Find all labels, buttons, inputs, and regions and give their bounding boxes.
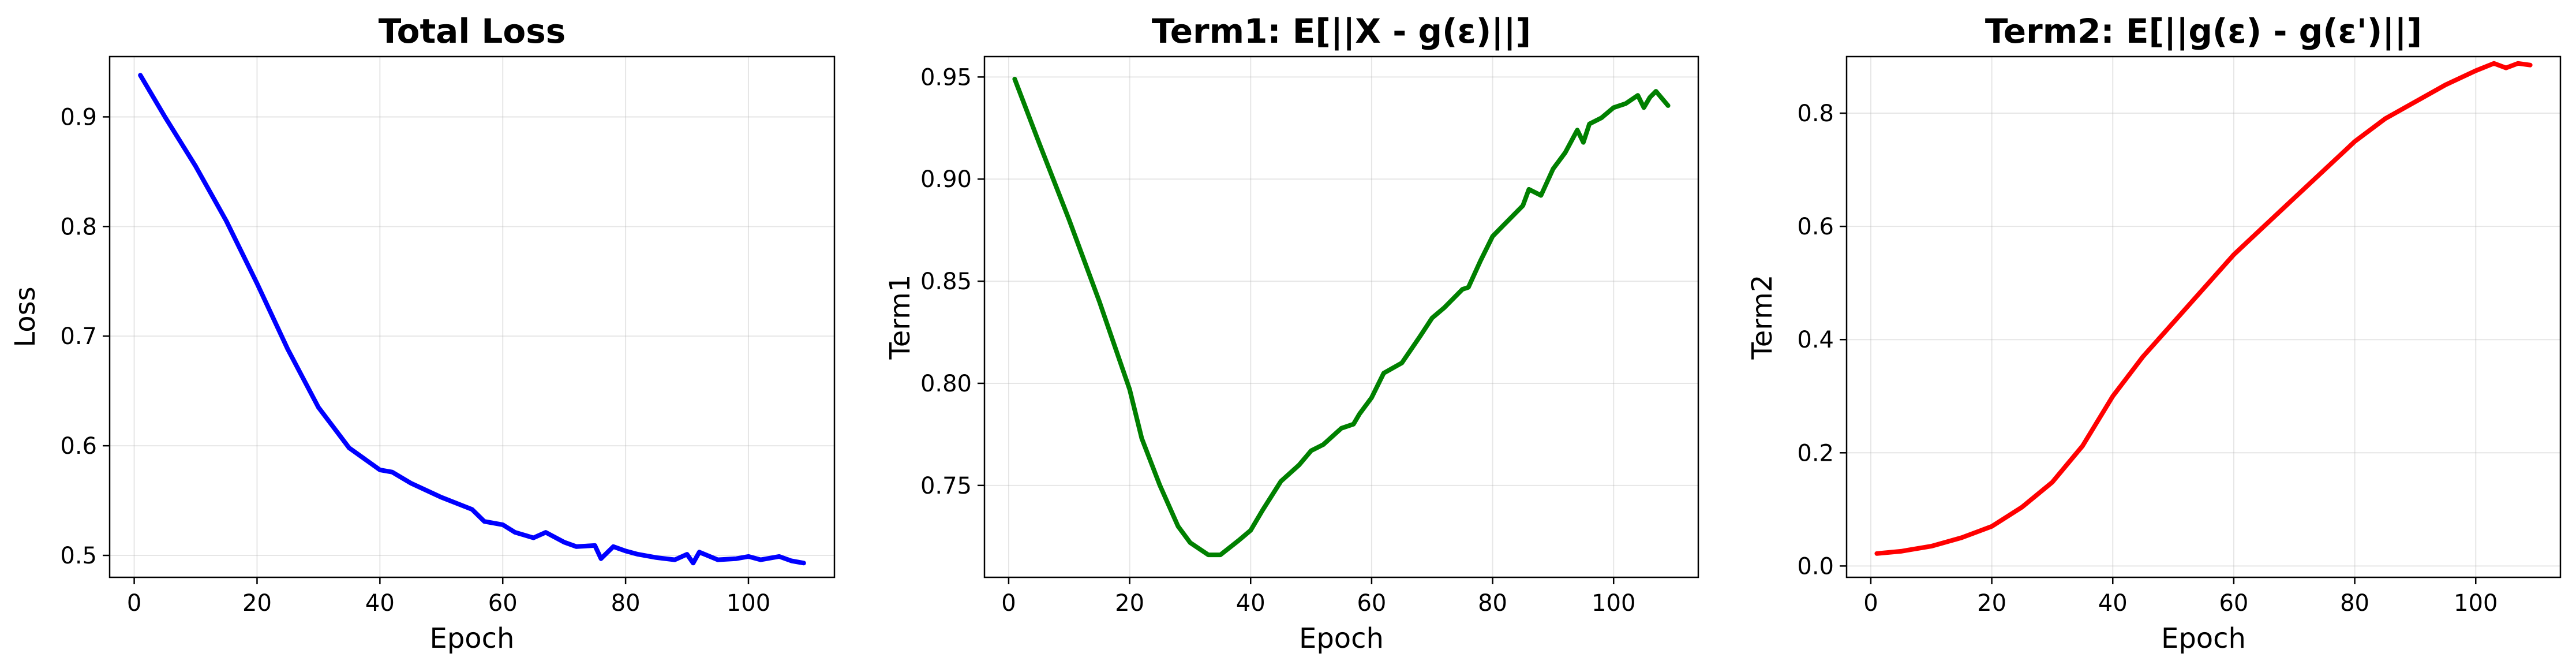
y-tick-label: 0.6 <box>1797 214 1834 240</box>
x-tick-label: 100 <box>1592 590 1635 617</box>
ticks: 0 20 40 60 80 100 0.75 0.80 0.85 0.90 0.95 <box>920 64 1635 617</box>
grid <box>1847 57 2560 577</box>
y-tick-label: 0.8 <box>60 214 97 240</box>
x-axis-label: Epoch <box>2161 622 2246 655</box>
x-tick-label: 0 <box>127 590 141 617</box>
series-line <box>138 73 806 566</box>
y-tick-label: 0.90 <box>920 166 972 193</box>
chart-term2: Term2: E[||g(ε) - g(ε')||] Epoch Term2 0… <box>1746 12 2562 655</box>
grid <box>984 57 1698 577</box>
x-tick-label: 40 <box>365 590 395 617</box>
ticks: 0 20 40 60 80 100 0.5 0.6 0.7 0.8 0.9 <box>60 104 770 617</box>
x-tick-label: 20 <box>1115 590 1144 617</box>
chart-term1: Term1: E[||X - g(ε)||] Epoch Term1 0 20 40… <box>884 12 1699 655</box>
chart-title: Term1: E[||X - g(ε)||] <box>1152 12 1531 51</box>
chart-title: Total Loss <box>379 12 566 51</box>
x-tick-label: 80 <box>2340 590 2369 617</box>
y-tick-label: 0.85 <box>920 268 972 295</box>
y-tick-label: 0.80 <box>920 371 972 397</box>
chart-total-loss: Total Loss Epoch Loss 0 20 40 60 80 100 0.5 0.6… <box>9 12 836 655</box>
y-axis-label: Loss <box>9 286 42 347</box>
x-tick-label: 100 <box>727 590 770 617</box>
x-tick-label: 60 <box>1357 590 1386 617</box>
x-tick-label: 40 <box>2098 590 2128 617</box>
x-tick-label: 80 <box>1478 590 1507 617</box>
ticks: 0 20 40 60 80 100 0.0 0.2 0.4 0.6 0.8 <box>1797 100 2498 617</box>
x-tick-label: 100 <box>2454 590 2498 617</box>
series-line <box>1874 61 2533 556</box>
y-tick-label: 0.75 <box>920 473 972 499</box>
x-tick-label: 20 <box>1977 590 2006 617</box>
y-axis-label: Term2 <box>1746 275 1779 360</box>
x-tick-label: 60 <box>2219 590 2248 617</box>
y-tick-label: 0.7 <box>60 323 97 350</box>
plot-frame <box>1845 55 2562 578</box>
chart-title: Term2: E[||g(ε) - g(ε')||] <box>1985 12 2422 51</box>
x-tick-label: 0 <box>1863 590 1878 617</box>
x-axis-label: Epoch <box>430 622 515 655</box>
y-tick-label: 0.6 <box>60 433 97 460</box>
y-tick-label: 0.9 <box>60 104 97 130</box>
y-tick-label: 0.95 <box>920 64 972 91</box>
y-axis-label: Term1 <box>884 275 916 360</box>
grid <box>110 57 834 577</box>
y-tick-label: 0.4 <box>1797 327 1834 353</box>
y-tick-label: 0.8 <box>1797 100 1834 127</box>
y-tick-label: 0.5 <box>60 543 97 569</box>
plot-frame <box>983 55 1699 578</box>
x-axis-label: Epoch <box>1299 622 1384 655</box>
x-tick-label: 20 <box>242 590 272 617</box>
x-tick-label: 80 <box>611 590 641 617</box>
y-tick-label: 0.0 <box>1797 553 1834 580</box>
x-tick-label: 60 <box>488 590 518 617</box>
series-line <box>1012 76 1671 558</box>
plot-frame <box>108 55 836 578</box>
x-tick-label: 40 <box>1236 590 1265 617</box>
y-tick-label: 0.2 <box>1797 440 1834 466</box>
x-tick-label: 0 <box>1001 590 1016 617</box>
